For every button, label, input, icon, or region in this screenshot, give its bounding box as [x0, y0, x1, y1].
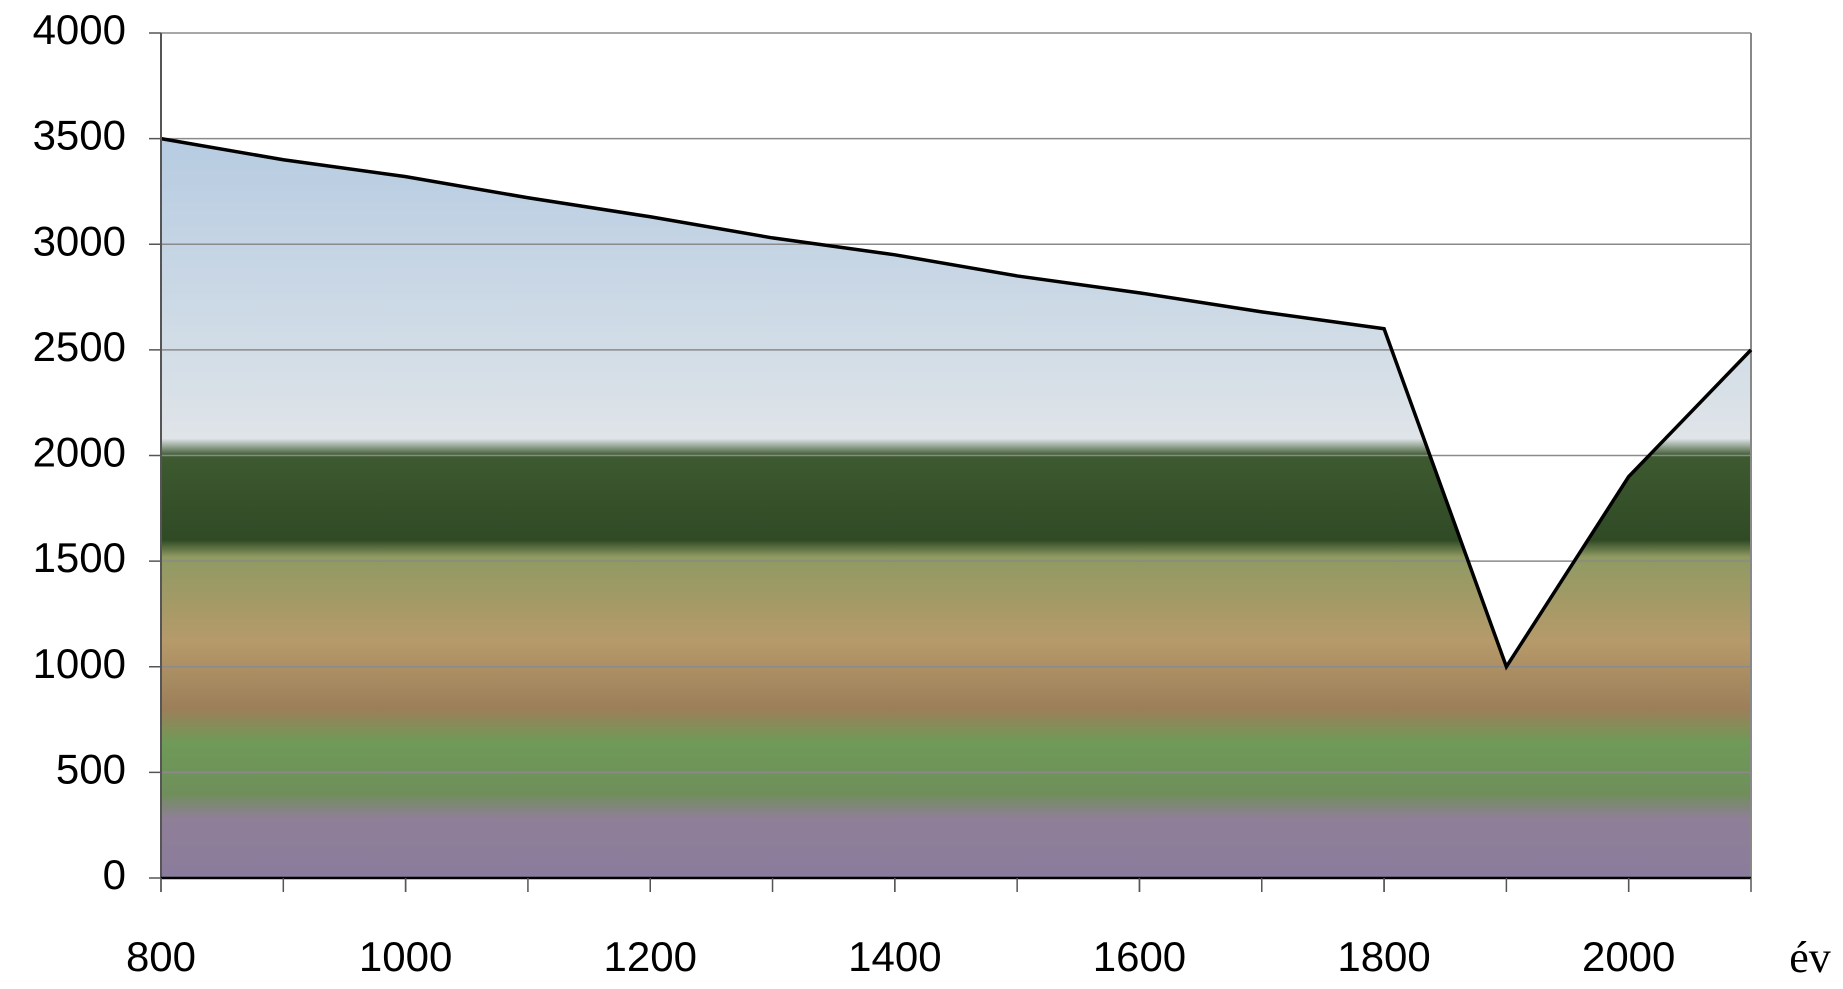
x-tick-label: 2000 [1582, 933, 1675, 980]
y-tick-label: 3500 [33, 112, 126, 159]
y-tick-label: 4000 [33, 6, 126, 53]
y-tick-label: 2000 [33, 429, 126, 476]
y-tick-label: 3000 [33, 217, 126, 264]
area-outline [160, 136, 1753, 671]
x-tick-label: 1400 [848, 933, 941, 980]
y-tick-label: 0 [103, 851, 126, 898]
area [161, 138, 1751, 878]
plot: 0 500 1000 1500 2000 2500 3000 3500 4000 800 1000 1… [33, 6, 1753, 980]
x-axis-label: év [1789, 933, 1831, 982]
x-tick-label: 1200 [604, 933, 697, 980]
x-tick-label: 1600 [1093, 933, 1186, 980]
y-tick-label: 1000 [33, 640, 126, 687]
y-tick-label: 500 [56, 745, 126, 792]
y-tick-label: 1500 [33, 534, 126, 581]
x-tick-label: 1000 [359, 933, 452, 980]
x-tick-label: 1800 [1337, 933, 1430, 980]
y-tick-label: 2500 [33, 323, 126, 370]
x-tick-label: 800 [126, 933, 196, 980]
